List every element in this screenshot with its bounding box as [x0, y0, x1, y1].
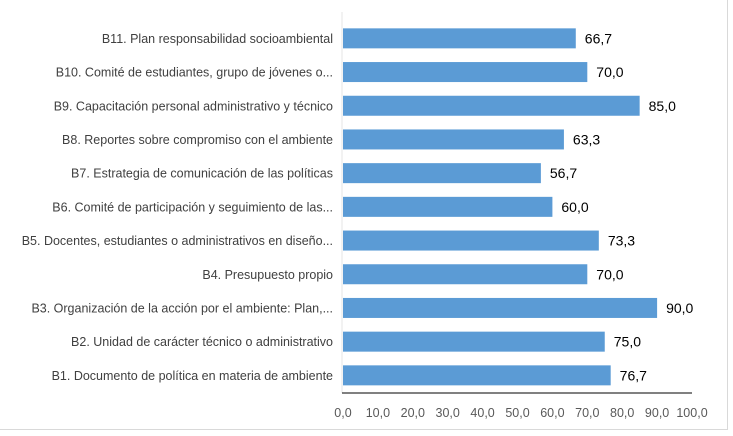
category-label: B5. Docentes, estudiantes o administrati…	[22, 234, 333, 248]
category-label: B2. Unidad de carácter técnico o adminis…	[71, 335, 333, 349]
data-label: 63,3	[573, 131, 600, 147]
chart-frame	[0, 0, 728, 430]
data-label: 60,0	[561, 199, 588, 215]
x-tick-label: 20,0	[401, 406, 425, 420]
bar	[343, 230, 599, 251]
x-tick-label: 10,0	[366, 406, 390, 420]
x-tick-label: 90,0	[645, 406, 669, 420]
x-tick-label: 60,0	[540, 406, 564, 420]
bar	[343, 365, 611, 386]
category-label: B6. Comité de participación y seguimient…	[52, 200, 333, 214]
category-label: B3. Organización de la acción por el amb…	[31, 301, 333, 315]
bar	[343, 331, 605, 352]
x-tick-label: 50,0	[505, 406, 529, 420]
data-label: 76,7	[620, 367, 647, 383]
data-label: 73,3	[608, 233, 635, 249]
x-tick-label: 0,0	[334, 406, 351, 420]
x-tick-label: 40,0	[470, 406, 494, 420]
x-tick-label: 100,0	[676, 406, 707, 420]
x-tick-label: 70,0	[575, 406, 599, 420]
data-label: 85,0	[649, 98, 676, 114]
bar	[343, 297, 658, 318]
category-label: B11. Plan responsabilidad socioambiental	[102, 32, 333, 46]
data-label: 66,7	[585, 30, 612, 46]
data-label: 75,0	[614, 334, 641, 350]
category-label: B8. Reportes sobre compromiso con el amb…	[62, 133, 333, 147]
bar	[343, 129, 564, 150]
bar	[343, 163, 541, 184]
bar	[343, 95, 640, 116]
bar	[343, 62, 588, 83]
data-label: 90,0	[666, 300, 693, 316]
data-label: 70,0	[596, 64, 623, 80]
x-tick-label: 30,0	[436, 406, 460, 420]
bar	[343, 264, 588, 285]
category-label: B4. Presupuesto propio	[202, 268, 333, 282]
category-label: B1. Documento de política en materia de …	[52, 369, 333, 383]
bar	[343, 196, 553, 217]
category-label: B10. Comité de estudiantes, grupo de jóv…	[56, 66, 333, 80]
category-label: B7. Estrategia de comunicación de las po…	[71, 167, 333, 181]
data-label: 56,7	[550, 165, 577, 181]
category-label: B9. Capacitación personal administrativo…	[54, 99, 333, 113]
data-label: 70,0	[596, 266, 623, 282]
x-tick-label: 80,0	[610, 406, 634, 420]
bar	[343, 28, 576, 49]
